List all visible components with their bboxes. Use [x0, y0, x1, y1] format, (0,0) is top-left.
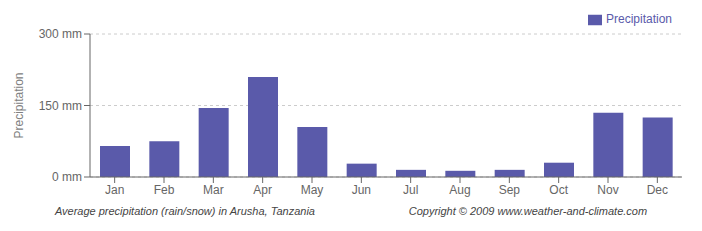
- svg-text:Aug: Aug: [449, 183, 470, 197]
- svg-text:Jun: Jun: [352, 183, 371, 197]
- svg-text:Oct: Oct: [549, 183, 568, 197]
- svg-text:Dec: Dec: [647, 183, 668, 197]
- svg-text:Feb: Feb: [154, 183, 175, 197]
- svg-text:May: May: [301, 183, 324, 197]
- html-text:Copyright © 2009 www.weather-a: Copyright © 2009 www.weather-and-climate…: [408, 205, 648, 217]
- svg-text:Mar: Mar: [203, 183, 224, 197]
- svg-text:Sep: Sep: [499, 183, 521, 197]
- svg-text:Jan: Jan: [105, 183, 124, 197]
- html-text:Average precipitation (rain/sn: Average precipitation (rain/snow) in Aru…: [54, 205, 315, 217]
- svg-text:Apr: Apr: [253, 183, 272, 197]
- svg-text:0 mm: 0 mm: [52, 170, 82, 184]
- svg-text:150 mm: 150 mm: [39, 99, 82, 113]
- svg-text:Nov: Nov: [597, 183, 618, 197]
- html-text:Precipitation: Precipitation: [606, 12, 672, 26]
- svg-text:Jul: Jul: [403, 183, 418, 197]
- svg-text:Precipitation: Precipitation: [12, 72, 26, 138]
- svg-text:300 mm: 300 mm: [39, 27, 82, 41]
